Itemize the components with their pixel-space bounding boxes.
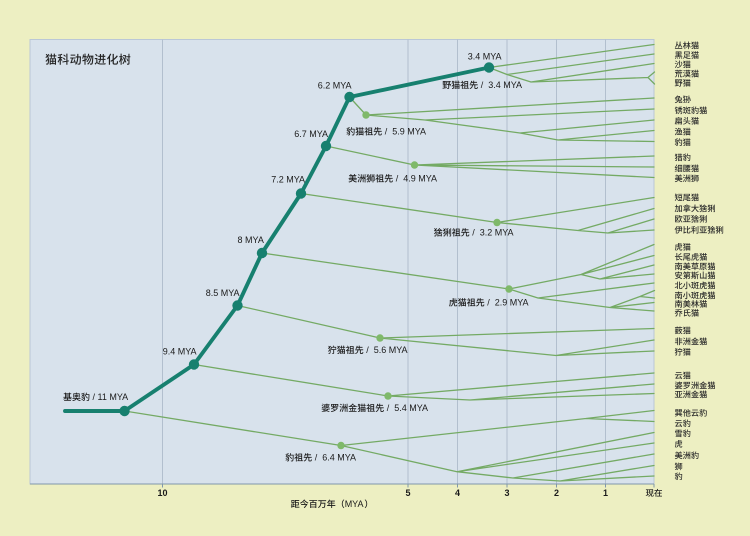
svg-text:3.4 MYA: 3.4 MYA — [468, 52, 502, 62]
svg-text:MYA: MYA — [345, 499, 364, 509]
svg-text:8 MYA: 8 MYA — [238, 235, 264, 245]
svg-text:2: 2 — [554, 488, 559, 498]
svg-text:/ 5.9 MYA: / 5.9 MYA — [382, 127, 426, 137]
svg-text:8.5 MYA: 8.5 MYA — [206, 288, 240, 298]
svg-text:/ 11 MYA: / 11 MYA — [90, 392, 128, 402]
svg-text:9.4 MYA: 9.4 MYA — [163, 347, 197, 357]
svg-text:/ 5.6 MYA: / 5.6 MYA — [364, 345, 408, 355]
svg-text:/ 3.2 MYA: / 3.2 MYA — [470, 228, 514, 238]
svg-text:6.2 MYA: 6.2 MYA — [318, 81, 352, 91]
svg-text:/ 2.9 MYA: / 2.9 MYA — [485, 298, 529, 308]
svg-text:/ 3.4 MYA: / 3.4 MYA — [478, 80, 522, 90]
svg-text:7.2 MYA: 7.2 MYA — [271, 175, 305, 185]
svg-text:5: 5 — [406, 488, 411, 498]
svg-text:3: 3 — [505, 488, 510, 498]
svg-text:/ 6.4 MYA: / 6.4 MYA — [312, 453, 356, 463]
svg-text:/ 4.9 MYA: / 4.9 MYA — [393, 174, 437, 184]
svg-text:10: 10 — [158, 488, 168, 498]
svg-text:1: 1 — [603, 488, 608, 498]
svg-text:4: 4 — [455, 488, 460, 498]
svg-text:6.7 MYA: 6.7 MYA — [294, 129, 328, 139]
svg-text:/ 5.4 MYA: / 5.4 MYA — [384, 403, 428, 413]
